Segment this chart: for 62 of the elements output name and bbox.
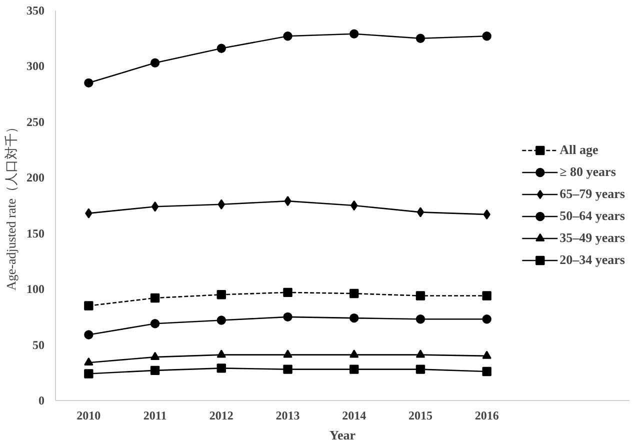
y-tick-label: 0 — [38, 394, 44, 408]
x-tick-label: 2016 — [474, 408, 499, 422]
point — [482, 291, 492, 300]
point — [84, 357, 94, 366]
point — [84, 330, 94, 340]
point — [216, 44, 226, 53]
x-tick-label: 2010 — [76, 408, 101, 422]
point — [216, 316, 226, 325]
x-tick-label: 2012 — [209, 408, 234, 422]
x-axis-title: Year — [330, 428, 356, 442]
point — [482, 350, 492, 359]
point — [150, 319, 160, 328]
point — [216, 290, 226, 300]
y-tick-label: 150 — [26, 226, 44, 240]
point — [283, 364, 292, 374]
point — [150, 293, 160, 303]
y-tick-label: 50 — [32, 338, 44, 352]
point — [482, 32, 492, 41]
legend-label: 35–49 years — [560, 230, 625, 246]
point — [283, 312, 292, 322]
point — [350, 288, 359, 298]
legend-label: ≥ 80 years — [560, 164, 616, 180]
point — [416, 291, 426, 300]
y-tick-label: 300 — [26, 59, 44, 74]
x-tick-label: 2014 — [342, 408, 366, 422]
point — [84, 369, 94, 378]
point — [350, 364, 359, 374]
point — [283, 32, 292, 41]
point — [84, 301, 94, 310]
x-tick-label: 2015 — [408, 408, 432, 422]
y-axis-title: Age-adjusted rate（人口対千） — [4, 120, 18, 291]
point — [85, 208, 92, 218]
point — [350, 313, 359, 323]
point — [150, 366, 160, 376]
point — [151, 202, 159, 212]
y-tick-label: 250 — [26, 114, 44, 129]
point — [216, 364, 226, 373]
point — [218, 199, 225, 210]
point — [482, 314, 492, 324]
point — [216, 350, 226, 358]
point — [482, 366, 492, 376]
y-tick-label: 350 — [26, 4, 44, 18]
point — [416, 364, 426, 374]
point — [416, 34, 426, 43]
point — [283, 350, 292, 358]
y-tick-label: 100 — [26, 282, 44, 296]
x-tick-label: 2013 — [276, 408, 300, 422]
point — [350, 29, 359, 38]
point — [150, 352, 160, 360]
legend-label: All age — [560, 142, 598, 158]
point — [416, 350, 426, 358]
legend-label: 20–34 years — [560, 252, 625, 268]
point — [283, 288, 292, 298]
legend-label: 65–79 years — [560, 186, 625, 202]
x-tick-label: 2011 — [143, 408, 167, 422]
point — [416, 314, 426, 324]
point — [416, 207, 424, 218]
y-tick-label: 200 — [26, 170, 44, 185]
legend-label: 50–64 years — [560, 208, 625, 224]
point — [350, 350, 359, 358]
point — [150, 58, 160, 68]
point — [84, 78, 94, 88]
